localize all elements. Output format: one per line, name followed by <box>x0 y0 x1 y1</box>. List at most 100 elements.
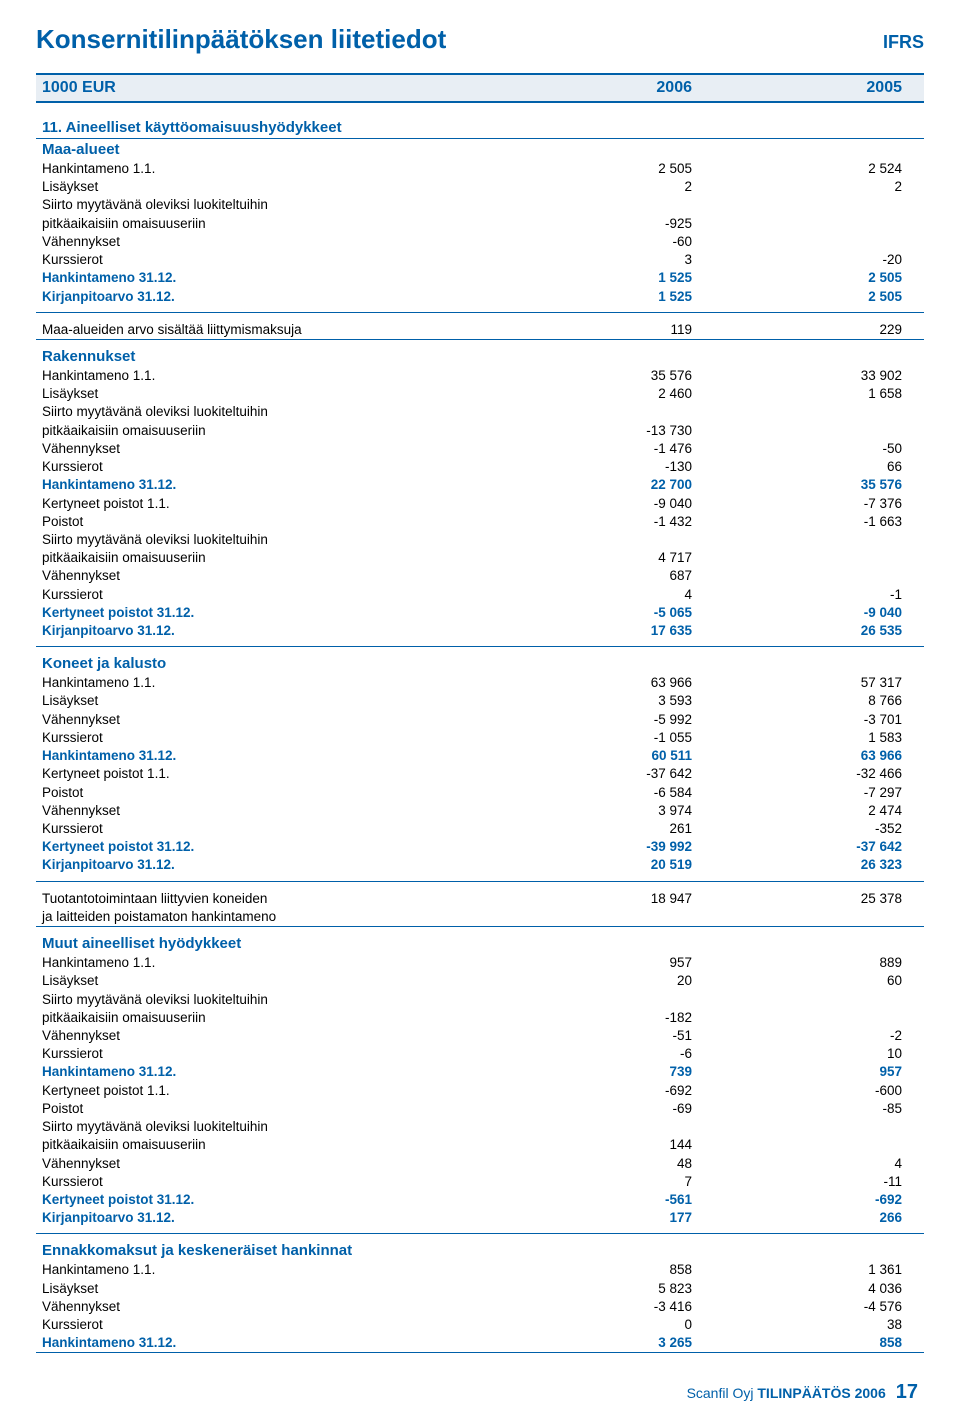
table-row: pitkäaikaisiin omaisuuseriin4 717 <box>36 549 924 567</box>
table-row: Hankintameno 31.12.60 51163 966 <box>36 747 924 765</box>
row-value-2005: 229 <box>692 321 902 339</box>
table-row: Kertyneet poistot 1.1.-692-600 <box>36 1082 924 1100</box>
table-row: Kertyneet poistot 31.12.-5 065-9 040 <box>36 604 924 622</box>
row-label: Kurssierot <box>42 1045 482 1063</box>
row-value-2006: 3 <box>482 251 692 269</box>
row-value-2006: -1 476 <box>482 440 692 458</box>
row-label: Vähennykset <box>42 711 482 729</box>
table-row: Kirjanpitoarvo 31.12.1 5252 505 <box>36 288 924 306</box>
row-label: Maa-alueiden arvo sisältää liittymismaks… <box>42 321 482 339</box>
footer-brand: Scanfil Oyj <box>687 1385 754 1401</box>
row-value-2006: -692 <box>482 1082 692 1100</box>
row-label: Kertyneet poistot 1.1. <box>42 765 482 783</box>
row-value-2005 <box>692 422 902 440</box>
row-value-2005: -4 576 <box>692 1298 902 1316</box>
table-row: Hankintameno 1.1.63 96657 317 <box>36 674 924 692</box>
table-row: Poistot-1 432-1 663 <box>36 513 924 531</box>
row-label: Vähennykset <box>42 567 482 585</box>
group-title: Rakennukset <box>36 339 924 367</box>
row-label: Vähennykset <box>42 802 482 820</box>
table-row: Kurssierot038 <box>36 1316 924 1334</box>
row-value-2005: -7 297 <box>692 784 902 802</box>
table-row: Vähennykset3 9742 474 <box>36 802 924 820</box>
row-value-2006: -1 055 <box>482 729 692 747</box>
row-label: pitkäaikaisiin omaisuuseriin <box>42 1136 482 1154</box>
row-value-2005 <box>692 215 902 233</box>
row-value-2005: 266 <box>692 1209 902 1227</box>
table-row: pitkäaikaisiin omaisuuseriin-13 730 <box>36 422 924 440</box>
row-value-2005: 2 524 <box>692 160 902 178</box>
row-label: Kurssierot <box>42 586 482 604</box>
row-value-2006: -6 584 <box>482 784 692 802</box>
row-value-2005: 26 535 <box>692 622 902 640</box>
table-row: Kurssierot7-11 <box>36 1173 924 1191</box>
row-label: Vähennykset <box>42 440 482 458</box>
row-value-2005: 957 <box>692 1063 902 1081</box>
table-row: Kurssierot4-1 <box>36 586 924 604</box>
row-value-2006: 261 <box>482 820 692 838</box>
row-value-2006: 1 525 <box>482 269 692 287</box>
row-label: Lisäykset <box>42 972 482 990</box>
row-value-2006: -6 <box>482 1045 692 1063</box>
row-value-2005: 63 966 <box>692 747 902 765</box>
row-value-2005 <box>692 196 902 214</box>
table-row: Kurssierot-610 <box>36 1045 924 1063</box>
row-label: Hankintameno 1.1. <box>42 160 482 178</box>
row-value-2005: -1 <box>692 586 902 604</box>
row-value-2006: 35 576 <box>482 367 692 385</box>
table-row: Vähennykset-51-2 <box>36 1027 924 1045</box>
table-row: pitkäaikaisiin omaisuuseriin-925 <box>36 215 924 233</box>
row-value-2006: 2 <box>482 178 692 196</box>
row-value-2006 <box>482 531 692 549</box>
section-title: 11. Aineelliset käyttöomaisuushyödykkeet <box>36 117 924 138</box>
row-value-2005: 858 <box>692 1334 902 1352</box>
table-row: Hankintameno 31.12.739957 <box>36 1063 924 1081</box>
row-value-2005 <box>692 1009 902 1027</box>
column-header-row: 1000 EUR 2006 2005 <box>36 73 924 103</box>
row-value-2006: 1 525 <box>482 288 692 306</box>
row-label: pitkäaikaisiin omaisuuseriin <box>42 549 482 567</box>
table-row: Vähennykset-3 416-4 576 <box>36 1298 924 1316</box>
row-label: Hankintameno 31.12. <box>42 747 482 765</box>
row-label: Poistot <box>42 1100 482 1118</box>
row-value-2006: -5 992 <box>482 711 692 729</box>
row-label: Hankintameno 31.12. <box>42 1334 482 1352</box>
table-row: Kertyneet poistot 31.12.-561-692 <box>36 1191 924 1209</box>
row-value-2005 <box>692 233 902 251</box>
row-value-2006: 0 <box>482 1316 692 1334</box>
row-value-2006: -925 <box>482 215 692 233</box>
table-row: Kirjanpitoarvo 31.12.177266 <box>36 1209 924 1227</box>
row-value-2006 <box>482 196 692 214</box>
table-row: Lisäykset2 4601 658 <box>36 385 924 403</box>
row-value-2006: -39 992 <box>482 838 692 856</box>
row-value-2006: 3 593 <box>482 692 692 710</box>
row-label: Vähennykset <box>42 1027 482 1045</box>
row-label: Kertyneet poistot 31.12. <box>42 604 482 622</box>
row-label: Lisäykset <box>42 1280 482 1298</box>
row-value-2006: -60 <box>482 233 692 251</box>
row-value-2006 <box>482 1118 692 1136</box>
row-value-2005 <box>692 1136 902 1154</box>
row-value-2006: 3 974 <box>482 802 692 820</box>
row-value-2006: 2 505 <box>482 160 692 178</box>
row-value-2005: -20 <box>692 251 902 269</box>
table-row: Siirto myytävänä oleviksi luokiteltuihin <box>36 196 924 214</box>
row-label: Siirto myytävänä oleviksi luokiteltuihin <box>42 531 482 549</box>
row-value-2005: 35 576 <box>692 476 902 494</box>
table-row: Vähennykset-5 992-3 701 <box>36 711 924 729</box>
table-row: Kurssierot-13066 <box>36 458 924 476</box>
table-row: Kurssierot-1 0551 583 <box>36 729 924 747</box>
column-header-2005: 2005 <box>692 79 902 97</box>
table-row: Siirto myytävänä oleviksi luokiteltuihin <box>36 991 924 1009</box>
row-label: Hankintameno 31.12. <box>42 476 482 494</box>
row-label: Kirjanpitoarvo 31.12. <box>42 1209 482 1227</box>
row-label: Kertyneet poistot 1.1. <box>42 1082 482 1100</box>
column-header-2006: 2006 <box>482 79 692 97</box>
row-value-2006: 3 265 <box>482 1334 692 1352</box>
row-value-2006: 20 <box>482 972 692 990</box>
table-row: Kurssierot261-352 <box>36 820 924 838</box>
table-row: Kertyneet poistot 1.1.-37 642-32 466 <box>36 765 924 783</box>
row-label: Tuotantotoimintaan liittyvien koneiden <box>42 890 482 908</box>
table-row: Hankintameno 1.1.35 57633 902 <box>36 367 924 385</box>
row-label: pitkäaikaisiin omaisuuseriin <box>42 422 482 440</box>
